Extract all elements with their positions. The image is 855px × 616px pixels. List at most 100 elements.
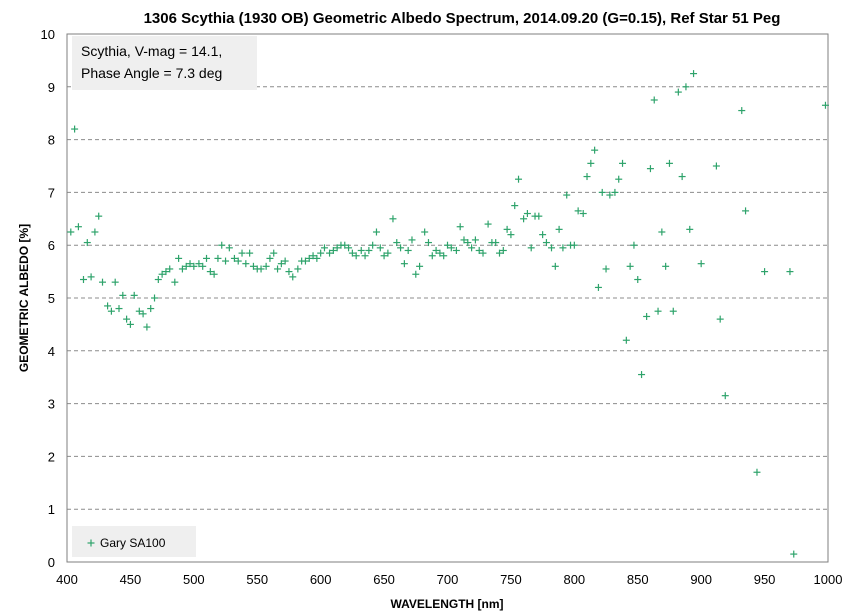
data-point xyxy=(361,252,369,260)
data-point xyxy=(249,262,257,270)
data-point xyxy=(570,241,578,249)
data-point xyxy=(471,236,479,244)
data-point xyxy=(690,70,698,78)
data-point xyxy=(662,262,670,270)
data-point xyxy=(67,228,75,236)
data-point xyxy=(712,162,720,170)
data-point xyxy=(281,257,289,265)
data-point xyxy=(507,231,515,239)
data-point xyxy=(563,191,571,199)
x-tick-label: 650 xyxy=(373,572,395,587)
data-point xyxy=(721,392,729,400)
data-point xyxy=(602,265,610,273)
y-tick-label: 2 xyxy=(48,449,55,464)
data-point xyxy=(658,228,666,236)
data-point xyxy=(400,260,408,268)
x-axis-ticks: 400 450 500 550 600 650 700 750 800 850 900 950 1000 xyxy=(56,572,842,587)
data-point xyxy=(475,246,483,254)
data-point xyxy=(555,225,563,233)
data-point xyxy=(559,244,567,252)
data-point xyxy=(357,246,365,254)
data-point xyxy=(262,262,270,270)
data-point xyxy=(654,307,662,315)
data-point xyxy=(135,307,143,315)
data-point xyxy=(143,323,151,331)
data-point xyxy=(234,257,242,265)
data-point xyxy=(535,212,543,220)
data-point xyxy=(622,336,630,344)
legend-entry-gary-sa100: Gary SA100 xyxy=(100,536,166,550)
annotation-background xyxy=(72,36,257,90)
legend: Gary SA100 xyxy=(72,526,196,557)
data-point xyxy=(674,88,682,96)
data-point xyxy=(317,249,325,257)
data-point xyxy=(579,210,587,218)
data-point xyxy=(320,244,328,252)
data-point xyxy=(285,268,293,276)
y-tick-label: 10 xyxy=(41,27,55,42)
data-point xyxy=(594,283,602,291)
data-point xyxy=(246,249,254,257)
data-point xyxy=(686,225,694,233)
data-point xyxy=(270,249,278,257)
data-point xyxy=(119,291,127,299)
data-point xyxy=(464,239,472,247)
data-point xyxy=(638,371,646,379)
legend-background xyxy=(72,526,196,557)
data-point xyxy=(574,207,582,215)
data-point xyxy=(277,260,285,268)
data-point xyxy=(210,270,218,278)
data-point xyxy=(182,262,190,270)
x-tick-label: 850 xyxy=(627,572,649,587)
data-point xyxy=(527,244,535,252)
data-point xyxy=(619,159,627,167)
data-point xyxy=(678,173,686,181)
data-point xyxy=(329,246,337,254)
data-point xyxy=(147,305,155,313)
data-point xyxy=(738,107,746,115)
data-point xyxy=(305,254,313,262)
x-tick-label: 400 xyxy=(56,572,78,587)
x-tick-label: 600 xyxy=(310,572,332,587)
data-point xyxy=(511,202,519,210)
data-point xyxy=(123,315,131,323)
x-tick-label: 750 xyxy=(500,572,522,587)
data-point xyxy=(83,239,91,247)
data-point xyxy=(162,268,170,276)
data-point xyxy=(218,241,226,249)
x-tick-label: 700 xyxy=(437,572,459,587)
data-point xyxy=(171,278,179,286)
data-point xyxy=(230,254,238,262)
data-point xyxy=(583,173,591,181)
data-point xyxy=(646,165,654,173)
data-point xyxy=(416,262,424,270)
data-point xyxy=(222,257,230,265)
data-point xyxy=(669,307,677,315)
data-point xyxy=(91,228,99,236)
data-point xyxy=(523,210,531,218)
y-tick-label: 5 xyxy=(48,291,55,306)
data-point xyxy=(786,268,794,276)
data-point xyxy=(548,244,556,252)
data-point xyxy=(289,273,297,281)
data-point xyxy=(190,262,198,270)
data-point xyxy=(404,246,412,254)
data-point xyxy=(520,215,528,223)
data-point xyxy=(74,223,82,231)
data-point xyxy=(166,265,174,273)
y-tick-label: 6 xyxy=(48,238,55,253)
data-point xyxy=(503,225,511,233)
data-point xyxy=(424,239,432,247)
data-point xyxy=(742,207,750,215)
data-point xyxy=(175,254,183,262)
data-point xyxy=(95,212,103,220)
data-point xyxy=(352,252,360,260)
data-point xyxy=(206,268,214,276)
annotation-line-2: Phase Angle = 7.3 deg xyxy=(81,65,222,81)
data-point xyxy=(107,307,115,315)
data-point xyxy=(104,302,112,310)
y-tick-label: 3 xyxy=(48,397,55,412)
y-tick-label: 8 xyxy=(48,133,55,148)
x-tick-label: 900 xyxy=(690,572,712,587)
